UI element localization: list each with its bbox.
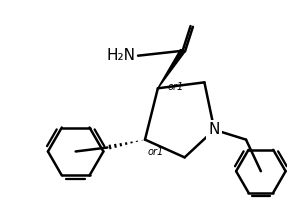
- Text: N: N: [209, 122, 220, 137]
- Text: or1: or1: [148, 147, 164, 157]
- Polygon shape: [158, 50, 185, 88]
- Text: H₂N: H₂N: [106, 48, 135, 63]
- Text: or1: or1: [168, 82, 184, 92]
